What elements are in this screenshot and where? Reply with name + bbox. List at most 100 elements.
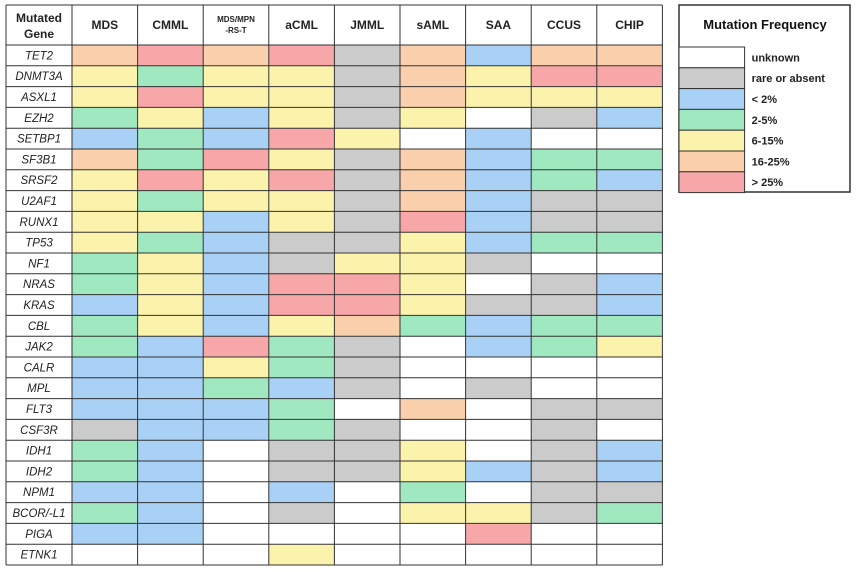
row-label-idh1: IDH1 [26, 446, 52, 458]
cell-srsf2-jmml [334, 169, 400, 191]
cell-jak2-saml [400, 336, 466, 357]
row-label-setbp1: SETBP1 [17, 134, 61, 146]
cell-ezh2-chip [596, 107, 663, 129]
cell-idh2-saa [465, 461, 532, 482]
cell-tet2-cmml [137, 45, 204, 66]
cell-mpl-saml [400, 377, 466, 399]
cell-flt3-cmml [137, 398, 204, 420]
cell-runx1-mds-mpn-rs-t [203, 211, 269, 233]
cell-calr-acml [268, 357, 335, 378]
cell-piga-acml [268, 523, 335, 545]
cell-jak2-ccus [531, 336, 597, 357]
cell-u2af1-ccus [531, 190, 597, 212]
cell-mpl-ccus [531, 377, 597, 399]
cell-kras-ccus [531, 294, 597, 316]
row-label-ezh2: EZH2 [24, 113, 54, 125]
cell-mpl-chip [596, 377, 663, 399]
row-label-cbl: CBL [28, 321, 50, 333]
cell-calr-saa [465, 357, 532, 378]
cell-nf1-acml [268, 253, 335, 274]
cell-csf3r-cmml [137, 419, 204, 441]
cell-nras-ccus [531, 273, 597, 295]
cell-nf1-ccus [531, 253, 597, 274]
cell-runx1-chip [596, 211, 663, 233]
row-label-dnmt3a: DNMT3A [15, 71, 63, 83]
row-label-asxl1: ASXL1 [20, 92, 57, 104]
row-header-title-line2: Gene [24, 27, 54, 41]
cell-bcor-l1-mds [72, 502, 138, 524]
cell-calr-ccus [531, 357, 597, 378]
legend-label-rare-or-absent: rare or absent [752, 73, 826, 85]
cell-kras-mds-mpn-rs-t [203, 294, 269, 316]
cell-mpl-saa [465, 377, 532, 399]
cell-etnk1-acml [268, 544, 335, 565]
row-label-idh2: IDH2 [26, 466, 53, 478]
cell-ezh2-saa [465, 107, 532, 129]
column-header-mds: MDS [91, 18, 118, 32]
cell-kras-mds [72, 294, 138, 316]
legend-label-16-25: 16-25% [752, 156, 790, 168]
cell-setbp1-mds-mpn-rs-t [203, 128, 269, 149]
cell-nras-saml [400, 273, 466, 295]
cell-tp53-chip [596, 232, 663, 253]
cell-dnmt3a-ccus [531, 65, 597, 87]
cell-setbp1-jmml [334, 128, 400, 149]
cell-bcor-l1-acml [268, 502, 335, 524]
cell-asxl1-ccus [531, 86, 597, 108]
cell-jak2-acml [268, 336, 335, 357]
cell-tp53-acml [268, 232, 335, 253]
cell-tet2-saml [400, 45, 466, 66]
cell-ezh2-acml [268, 107, 335, 129]
cell-nf1-chip [596, 253, 663, 274]
row-label-kras: KRAS [23, 300, 55, 312]
row-label-u2af1: U2AF1 [21, 196, 57, 208]
cell-sf3b1-acml [268, 149, 335, 170]
cell-setbp1-acml [268, 128, 335, 149]
cell-u2af1-saml [400, 190, 466, 212]
cell-runx1-saml [400, 211, 466, 233]
cell-mpl-cmml [137, 377, 204, 399]
cell-ezh2-saml [400, 107, 466, 129]
cell-etnk1-mds [72, 544, 138, 565]
cell-cbl-cmml [137, 315, 204, 337]
cell-bcor-l1-mds-mpn-rs-t [203, 502, 269, 524]
cell-idh1-mds [72, 440, 138, 461]
cell-etnk1-saml [400, 544, 466, 565]
row-label-csf3r: CSF3R [20, 425, 58, 437]
cell-cbl-mds-mpn-rs-t [203, 315, 269, 337]
cell-u2af1-cmml [137, 190, 204, 212]
cell-tp53-mds [72, 232, 138, 253]
cell-runx1-jmml [334, 211, 400, 233]
legend-label-25: > 25% [752, 177, 784, 189]
legend-label-2-5: 2-5% [752, 115, 778, 127]
cell-npm1-mds-mpn-rs-t [203, 481, 269, 503]
cell-bcor-l1-cmml [137, 502, 204, 524]
row-label-piga: PIGA [25, 529, 53, 541]
cell-flt3-chip [596, 398, 663, 420]
cell-jak2-mds-mpn-rs-t [203, 336, 269, 357]
cell-nf1-mds [72, 253, 138, 274]
cell-nras-mds [72, 273, 138, 295]
cell-u2af1-jmml [334, 190, 400, 212]
cell-idh1-saa [465, 440, 532, 461]
cell-bcor-l1-ccus [531, 502, 597, 524]
cell-idh2-mds-mpn-rs-t [203, 461, 269, 482]
cell-asxl1-saml [400, 86, 466, 108]
cell-nras-chip [596, 273, 663, 295]
cell-idh1-cmml [137, 440, 204, 461]
cell-csf3r-saml [400, 419, 466, 441]
legend-label-2: < 2% [752, 94, 778, 106]
cell-idh1-chip [596, 440, 663, 461]
cell-nras-saa [465, 273, 532, 295]
row-label-jak2: JAK2 [24, 342, 53, 354]
cell-csf3r-mds-mpn-rs-t [203, 419, 269, 441]
legend-swatch-25 [678, 171, 746, 194]
cell-piga-cmml [137, 523, 204, 545]
cell-sf3b1-chip [596, 149, 663, 170]
cell-srsf2-cmml [137, 169, 204, 191]
row-label-flt3: FLT3 [26, 404, 53, 416]
cell-etnk1-mds-mpn-rs-t [203, 544, 269, 565]
cell-piga-mds [72, 523, 138, 545]
cell-asxl1-acml [268, 86, 335, 108]
